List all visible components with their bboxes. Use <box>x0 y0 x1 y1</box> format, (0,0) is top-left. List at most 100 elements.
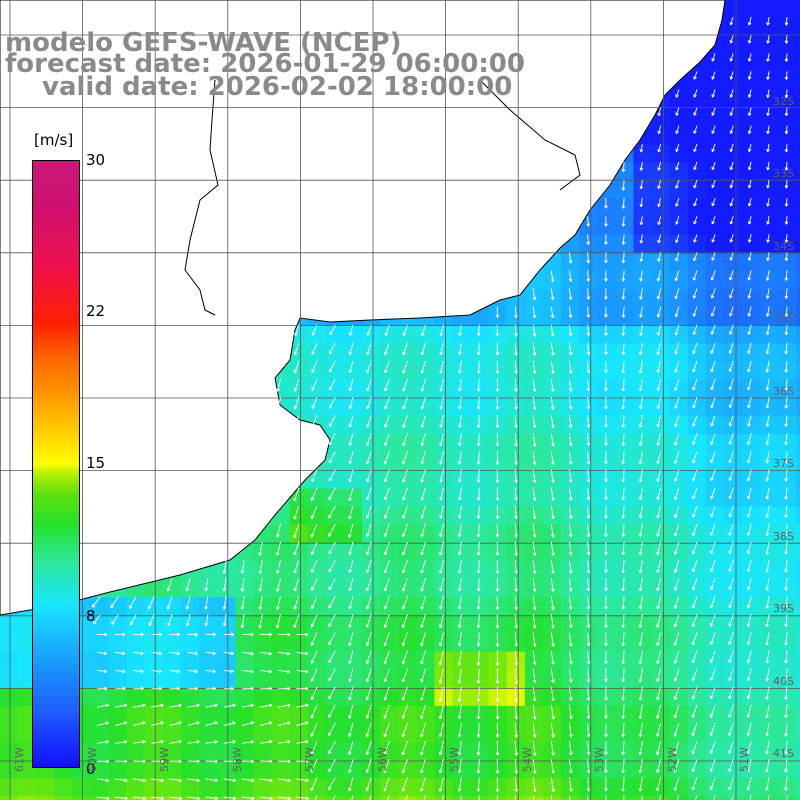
wind-arrow <box>729 216 734 225</box>
wind-arrow <box>205 686 216 691</box>
wind-arrow <box>550 288 555 301</box>
wind-arrow <box>151 740 164 744</box>
wind-arrow <box>621 487 626 501</box>
wind-arrow <box>728 451 734 463</box>
wind-arrow <box>656 433 662 446</box>
wind-arrow <box>495 777 500 792</box>
wind-arrow <box>514 668 519 684</box>
wind-arrow <box>514 741 519 756</box>
wind-arrow <box>438 741 444 756</box>
wind-arrow <box>656 415 662 428</box>
wind-arrow <box>532 614 537 629</box>
wind-arrow <box>675 198 680 207</box>
wind-arrow <box>458 379 462 392</box>
wind-arrow <box>568 668 573 683</box>
wind-arrow <box>568 632 573 647</box>
wind-arrow <box>514 523 519 538</box>
wind-arrow <box>709 704 716 718</box>
wind-arrow <box>383 722 390 738</box>
wind-arrow <box>476 541 481 556</box>
wind-arrow <box>402 360 408 374</box>
wind-arrow <box>604 360 608 374</box>
wind-arrow <box>747 270 752 281</box>
wind-arrow <box>604 505 608 519</box>
wind-arrow <box>746 722 752 737</box>
wind-arrow <box>420 722 426 738</box>
wind-arrow <box>765 505 770 518</box>
wind-arrow <box>205 796 219 800</box>
wind-arrow <box>348 560 354 574</box>
wind-arrow <box>604 415 608 428</box>
wind-arrow <box>638 379 643 392</box>
wind-arrow <box>675 252 680 262</box>
wind-arrow <box>711 216 716 225</box>
wind-arrow <box>638 741 643 756</box>
wind-arrow <box>514 795 517 800</box>
wind-arrow <box>420 415 426 428</box>
wind-arrow <box>568 505 573 519</box>
wind-arrow <box>187 740 200 744</box>
wind-arrow <box>514 324 518 337</box>
wind-arrow <box>784 578 788 591</box>
wind-arrow <box>550 415 555 429</box>
wind-arrow <box>115 632 126 637</box>
wind-arrow <box>457 759 462 774</box>
wind-arrow <box>476 596 481 610</box>
wind-arrow <box>151 721 164 726</box>
wind-arrow <box>765 415 770 427</box>
wind-arrow <box>673 560 680 573</box>
wind-arrow <box>621 324 626 336</box>
wind-arrow <box>728 596 734 609</box>
wind-arrow <box>276 379 281 392</box>
wind-arrow <box>639 143 644 153</box>
colorbar-tick-0: 0 <box>86 760 96 778</box>
wind-arrow <box>673 686 680 700</box>
wind-arrow <box>514 632 519 647</box>
wind-arrow <box>586 306 591 318</box>
wind-arrow <box>258 614 263 629</box>
wind-arrow <box>655 777 662 792</box>
wind-arrow <box>657 161 662 171</box>
wind-arrow <box>328 451 336 464</box>
wind-arrow <box>259 796 273 800</box>
wind-arrow <box>692 433 698 446</box>
wind-arrow <box>693 161 698 171</box>
wind-arrow <box>457 560 462 574</box>
wind-arrow <box>205 651 216 656</box>
wind-arrow <box>675 125 680 134</box>
wind-arrow <box>476 614 481 629</box>
colorbar-tick-15: 15 <box>86 454 106 472</box>
wind-arrow <box>604 252 608 264</box>
wind-arrow <box>310 668 318 682</box>
wind-arrow <box>638 668 643 683</box>
wind-arrow <box>587 795 589 800</box>
wind-arrow <box>674 270 680 282</box>
wind-arrow <box>675 216 680 225</box>
wind-arrow <box>709 614 716 627</box>
wind-arrow <box>766 53 770 62</box>
wind-arrow <box>369 795 372 800</box>
wind-arrow <box>675 107 680 116</box>
wind-arrow <box>457 505 462 519</box>
wind-arrow <box>586 541 591 556</box>
wind-arrow <box>402 415 408 428</box>
wind-arrow <box>604 632 608 647</box>
wind-arrow <box>532 505 537 520</box>
wind-arrow <box>476 342 481 356</box>
wind-arrow <box>495 632 500 647</box>
wind-arrow <box>458 397 462 410</box>
lat-label-34s: 34S <box>773 240 794 253</box>
wind-arrow <box>91 596 101 608</box>
wind-arrow <box>365 668 372 683</box>
wind-arrow <box>402 469 408 483</box>
wind-arrow <box>746 668 752 682</box>
lat-label-40s: 40S <box>773 675 794 688</box>
wind-arrow <box>674 487 680 500</box>
wind-arrow <box>638 433 643 446</box>
wind-arrow <box>328 614 336 627</box>
wind-arrow <box>710 288 716 299</box>
wind-arrow <box>656 596 662 610</box>
wind-arrow <box>747 397 752 409</box>
wind-arrow <box>765 777 770 791</box>
wind-arrow <box>495 614 500 629</box>
